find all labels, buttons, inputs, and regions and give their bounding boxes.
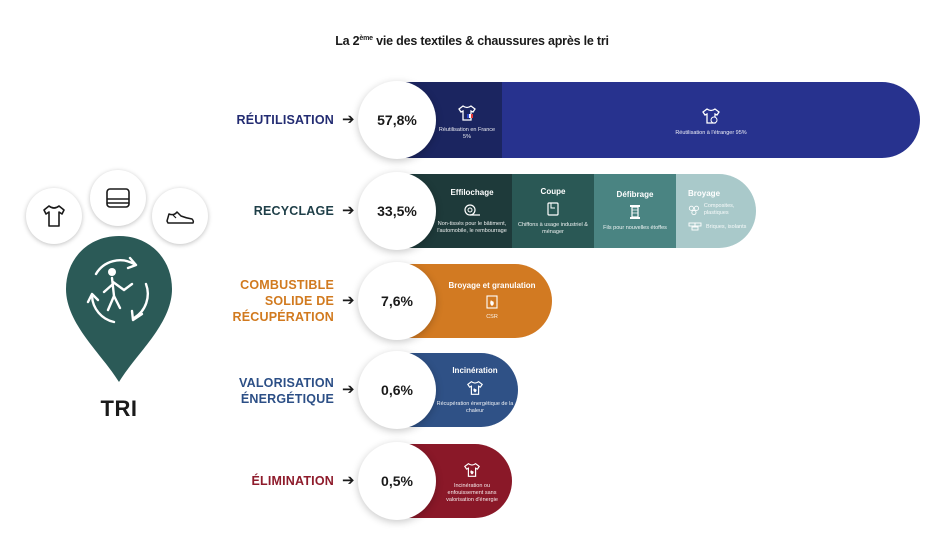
tshirt-globe-icon bbox=[702, 108, 720, 124]
percent-value: 33,5% bbox=[377, 203, 417, 219]
percent-circle-elimination: 0,5% bbox=[358, 442, 436, 520]
segment-name: Incinération bbox=[452, 365, 498, 375]
segment-defibrage: Défibrage Fils pour nouvelles étoffes bbox=[594, 174, 676, 248]
shoe-icon bbox=[152, 188, 208, 244]
bar-recyclage: Effilochage Non-tissés pour le bâtiment,… bbox=[396, 174, 756, 248]
segment-name: Broyage bbox=[688, 189, 721, 198]
percent-value: 0,6% bbox=[381, 382, 413, 398]
spool-icon bbox=[630, 205, 640, 219]
segment-name: Défibrage bbox=[616, 190, 654, 199]
tshirt-flame-icon bbox=[464, 462, 480, 477]
row-label-line: RÉCUPÉRATION bbox=[232, 310, 334, 324]
percent-value: 7,6% bbox=[381, 293, 413, 309]
segment-desc: Récupération énergétique de la chaleur bbox=[436, 400, 514, 414]
segment-name: Broyage et granulation bbox=[448, 281, 536, 290]
segment-desc: Incinération ou enfouissement sans valor… bbox=[446, 483, 498, 503]
tri-label: TRI bbox=[100, 396, 138, 421]
fiber-roll-icon bbox=[464, 203, 480, 216]
percent-circle-valorisation: 0,6% bbox=[358, 351, 436, 429]
arrow-right-icon: ➔ bbox=[342, 381, 355, 398]
csr-flame-icon bbox=[486, 295, 498, 309]
title-superscript: ème bbox=[359, 35, 373, 42]
segment-desc: Briques, isolants bbox=[706, 223, 747, 230]
segment-desc: Chiffons à usage industriel & ménager bbox=[518, 221, 588, 235]
row-label-recyclage: RECYCLAGE bbox=[253, 204, 334, 218]
title-text-start: La 2 bbox=[335, 34, 360, 48]
granules-icon bbox=[688, 205, 700, 216]
tri-pin bbox=[66, 236, 172, 382]
folded-textile-icon bbox=[90, 170, 146, 226]
recycling-person-icon bbox=[86, 256, 149, 324]
segment-coupe: Coupe Chiffons à usage industriel & ména… bbox=[512, 174, 594, 248]
infographic-title: La 2ème vie des textiles & chaussures ap… bbox=[0, 34, 944, 48]
row-label-line: COMBUSTIBLE bbox=[240, 278, 334, 292]
segment-broyage: Broyage Composites, plastiques Briques, … bbox=[676, 174, 756, 248]
row-label-combustible: COMBUSTIBLE SOLIDE DE RÉCUPÉRATION bbox=[233, 277, 334, 325]
percent-circle-reutilisation: 57,8% bbox=[358, 81, 436, 159]
bar-reutilisation: Réutilisation en France 5% Réutilisation… bbox=[396, 82, 920, 158]
row-label-line: SOLIDE DE bbox=[264, 294, 334, 308]
row-label-reutilisation: RÉUTILISATION bbox=[236, 113, 334, 127]
segment-desc: Composites, plastiques bbox=[703, 203, 735, 216]
cloth-icon bbox=[547, 201, 559, 216]
row-label-elimination: ÉLIMINATION bbox=[251, 474, 334, 488]
arrow-right-icon: ➔ bbox=[342, 202, 355, 219]
segment-desc: Réutilisation en France 5% bbox=[438, 126, 496, 140]
segment-reutilisation-etranger: Réutilisation à l'étranger 95% bbox=[502, 82, 920, 158]
percent-circle-combustible: 7,6% bbox=[358, 262, 436, 340]
tshirt-france-flag-icon bbox=[458, 104, 476, 121]
tshirt-icon bbox=[26, 188, 82, 244]
bricks-icon bbox=[688, 222, 702, 231]
arrow-right-icon: ➔ bbox=[342, 472, 355, 489]
percent-value: 0,5% bbox=[381, 473, 413, 489]
tshirt-flame-icon bbox=[467, 380, 483, 395]
title-text-end: vie des textiles & chaussures après le t… bbox=[372, 34, 609, 48]
segment-desc: Réutilisation à l'étranger 95% bbox=[675, 130, 747, 136]
row-label-valorisation: VALORISATION ÉNERGÉTIQUE bbox=[239, 375, 334, 407]
segment-name: Effilochage bbox=[450, 187, 494, 197]
segment-desc: Non-tissés pour le bâtiment, l'automobil… bbox=[437, 220, 507, 234]
arrow-right-icon: ➔ bbox=[342, 292, 355, 309]
segment-desc: Fils pour nouvelles étoffes bbox=[603, 225, 667, 231]
row-label-line: VALORISATION bbox=[239, 376, 334, 390]
segment-name: Coupe bbox=[540, 186, 566, 196]
arrow-right-icon: ➔ bbox=[342, 111, 355, 128]
percent-value: 57,8% bbox=[377, 112, 417, 128]
percent-circle-recyclage: 33,5% bbox=[358, 172, 436, 250]
row-label-line: ÉNERGÉTIQUE bbox=[240, 392, 334, 406]
segment-desc: CSR bbox=[486, 314, 498, 320]
